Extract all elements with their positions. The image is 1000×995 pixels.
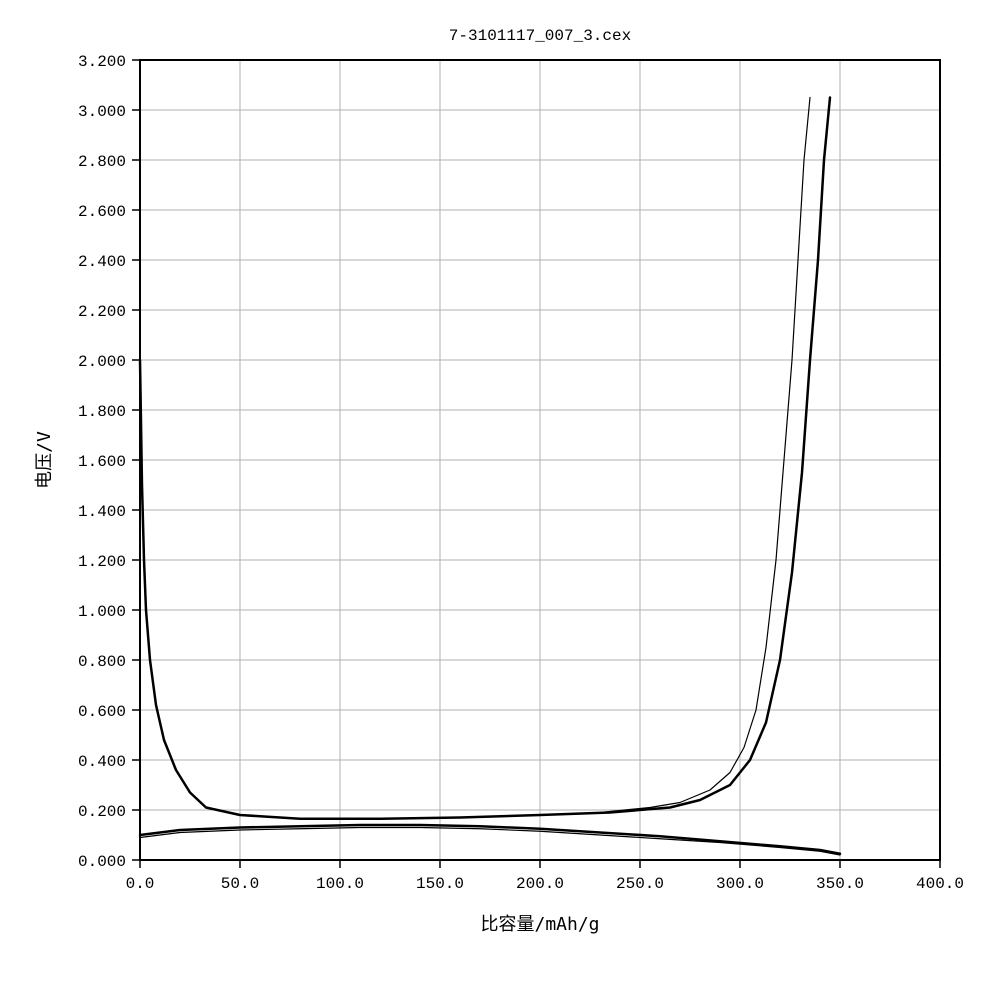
ytick-label: 1.400 xyxy=(78,503,126,521)
ytick-label: 3.200 xyxy=(78,53,126,71)
xtick-label: 250.0 xyxy=(616,875,664,893)
ytick-label: 1.000 xyxy=(78,603,126,621)
chart-canvas: 7-3101117_007_3.cex 0.0 50.0 100.0 150.0 200.… xyxy=(0,0,1000,995)
xtick-label: 200.0 xyxy=(516,875,564,893)
ytick-label: 1.600 xyxy=(78,453,126,471)
chart-background xyxy=(0,0,1000,995)
ytick-label: 2.600 xyxy=(78,203,126,221)
xtick-label: 400.0 xyxy=(916,875,964,893)
chart-title: 7-3101117_007_3.cex xyxy=(449,27,631,45)
xtick-label: 300.0 xyxy=(716,875,764,893)
ytick-label: 1.800 xyxy=(78,403,126,421)
ytick-label: 2.400 xyxy=(78,253,126,271)
ytick-label: 0.600 xyxy=(78,703,126,721)
ytick-label: 0.400 xyxy=(78,753,126,771)
x-axis-label: 比容量/mAh/g xyxy=(480,914,599,935)
xtick-label: 50.0 xyxy=(221,875,259,893)
page: 7-3101117_007_3.cex 0.0 50.0 100.0 150.0 200.… xyxy=(0,0,1000,995)
xtick-label: 150.0 xyxy=(416,875,464,893)
ytick-label: 1.200 xyxy=(78,553,126,571)
xtick-label: 350.0 xyxy=(816,875,864,893)
ytick-label: 2.200 xyxy=(78,303,126,321)
ytick-label: 2.000 xyxy=(78,353,126,371)
xtick-label: 100.0 xyxy=(316,875,364,893)
xtick-label: 0.0 xyxy=(126,875,155,893)
ytick-label: 0.800 xyxy=(78,653,126,671)
ytick-label: 2.800 xyxy=(78,153,126,171)
y-axis-label: 电压/V xyxy=(34,431,55,489)
ytick-label: 3.000 xyxy=(78,103,126,121)
ytick-label: 0.200 xyxy=(78,803,126,821)
ytick-label: 0.000 xyxy=(78,853,126,871)
